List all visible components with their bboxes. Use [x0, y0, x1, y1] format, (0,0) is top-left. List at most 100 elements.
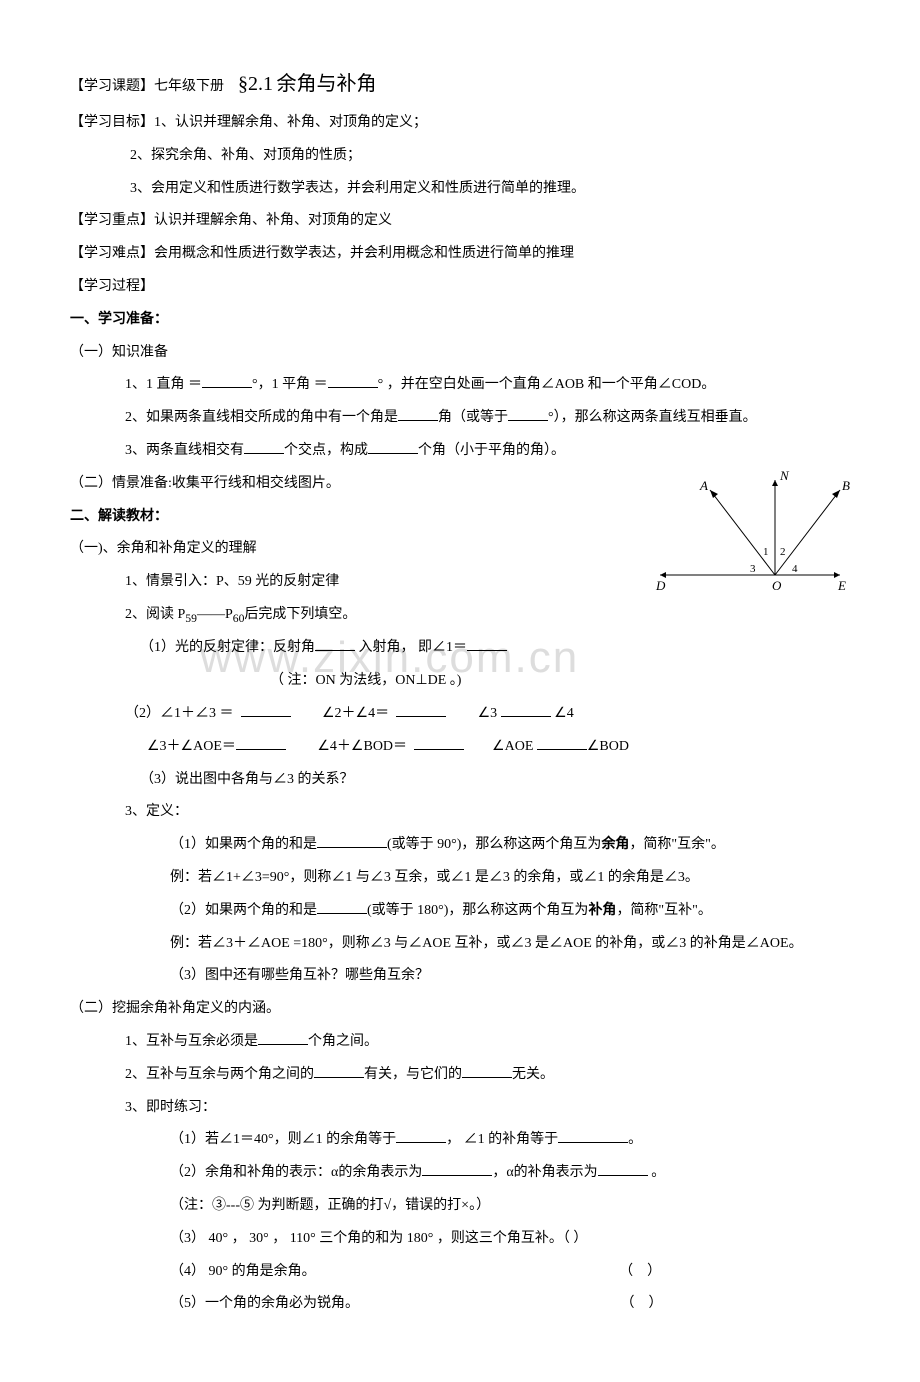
prep-q2: 2、如果两条直线相交所成的角中有一个角是 角（或等于 °），那么称这两条直线互相垂直…: [70, 403, 850, 434]
explore-q1: 1、互补与互余必须是个角之间。: [70, 1027, 850, 1058]
l2c: 后完成下列填空。: [244, 607, 356, 622]
prep-sub2-title: （二）情景准备:收集平行线和相交线图片。: [70, 469, 850, 500]
blank: [414, 736, 464, 750]
blank: [422, 1162, 492, 1176]
prep-q2-c: °），那么称这两条直线互相垂直。: [548, 410, 757, 425]
interpret-line2: 2、阅读 P59——P60后完成下列填空。: [70, 600, 850, 631]
obj-item-1: 1、认识并理解余角、补角、对顶角的定义；: [154, 115, 427, 130]
blank: [241, 703, 291, 717]
l2s1: 59: [185, 612, 197, 625]
prep-q1-a: 1、1 直角 ＝: [125, 377, 202, 392]
def2c: ，简称"互补"。: [616, 903, 711, 918]
interpret-sub1-title: （一)、余角和补角定义的理解: [70, 534, 850, 565]
blank: [244, 440, 284, 454]
blank: [317, 834, 387, 848]
interpret-title: 二、解读教材：: [70, 502, 850, 533]
p2eb: ∠4＋∠BOD＝: [317, 739, 407, 754]
eq31b: ， ∠1 的补角等于: [446, 1132, 558, 1147]
blank: [501, 703, 551, 717]
def2a: （2）如果两个角的和是: [170, 903, 317, 918]
blank: [558, 1129, 628, 1143]
blank: [398, 407, 438, 421]
p2a: （2）∠1＋∠3 ＝: [125, 706, 234, 721]
p2ea: ∠3＋∠AOE＝: [147, 739, 236, 754]
eq2a: 2、互补与互余与两个角之间的: [125, 1067, 314, 1082]
prep-q3-b: 个交点，构成: [284, 443, 368, 458]
interpret-p2e: ∠3＋∠AOE＝ ∠4＋∠BOD＝ ∠AOE ∠BOD: [70, 732, 850, 763]
ex2: 例：若∠3＋∠AOE =180°，则称∠3 与∠AOE 互补，或∠3 是∠AOE…: [70, 929, 850, 960]
topic-label: 【学习课题】: [70, 79, 154, 94]
explore-q3-note: （注：③---⑤ 为判断题，正确的打√，错误的打×。）: [70, 1191, 850, 1222]
emphasis-label: 【学习重点】: [70, 213, 154, 228]
prep-q3: 3、两条直线相交有个交点，构成个角（小于平角的角）。: [70, 436, 850, 467]
blank: [314, 1064, 364, 1078]
p2c: ∠3: [478, 706, 498, 721]
def1b: (或等于 90°)，那么称这两个角互为: [387, 837, 601, 852]
eq31c: 。: [628, 1132, 642, 1147]
explore-q2: 2、互补与互余与两个角之间的 有关，与它们的 无关。: [70, 1060, 850, 1091]
eq2c: 无关。: [512, 1067, 554, 1082]
blank: [537, 736, 587, 750]
eq32c: 。: [648, 1165, 666, 1180]
prep-q1-b: °，1 平角 ＝: [252, 377, 328, 392]
blank: [315, 637, 355, 651]
def2b: (或等于 180°)，那么称这两个角互为: [367, 903, 588, 918]
blank: [396, 703, 446, 717]
blank: [462, 1064, 512, 1078]
def1-bold: 余角: [601, 837, 629, 852]
blank: [598, 1162, 648, 1176]
obj-item-3: 3、会用定义和性质进行数学表达，并会利用定义和性质进行简单的推理。: [70, 174, 850, 205]
section-num: §2.1: [238, 73, 273, 95]
p2b: ∠2＋∠4＝: [322, 706, 389, 721]
explore-q3-3: （3） 40° ， 30° ， 110° 三个角的和为 180° ，则这三个角互…: [70, 1224, 850, 1255]
objectives-label: 【学习目标】: [70, 115, 154, 130]
blank: [508, 407, 548, 421]
def1c: ，简称"互余"。: [629, 837, 724, 852]
eq2b: 有关，与它们的: [364, 1067, 462, 1082]
prep-q3-a: 3、两条直线相交有: [125, 443, 244, 458]
eq1a: 1、互补与互余必须是: [125, 1034, 258, 1049]
def-title: 3、定义：: [70, 797, 850, 828]
objectives-1: 【学习目标】1、认识并理解余角、补角、对顶角的定义；: [70, 108, 850, 139]
interpret-p1-note: （ 注：ON 为法线，ON⊥DE 。): [70, 666, 850, 697]
obj-item-2: 2、探究余角、补角、对顶角的性质；: [70, 141, 850, 172]
eq32a: （2）余角和补角的表示：α的余角表示为: [170, 1165, 422, 1180]
def1a: （1）如果两个角的和是: [170, 837, 317, 852]
explore-q3-5: （5）一个角的余角必为锐角。 （ ）: [70, 1289, 850, 1320]
p2ec: ∠AOE: [492, 739, 533, 754]
grade: 七年级下册: [154, 79, 224, 94]
l2a: 2、阅读 P: [125, 607, 185, 622]
document-content: 【学习课题】七年级下册 §2.1 余角与补角 【学习目标】1、认识并理解余角、补…: [70, 62, 850, 1320]
prep-sub1-title: （一）知识准备: [70, 338, 850, 369]
explore-q3-2: （2）余角和补角的表示：α的余角表示为，α的补角表示为 。: [70, 1158, 850, 1189]
difficulty-text: 会用概念和性质进行数学表达，并会利用概念和性质进行简单的推理: [154, 246, 574, 261]
interpret-p2: （2）∠1＋∠3 ＝ ∠2＋∠4＝ ∠3 ∠4: [70, 699, 850, 730]
p2d: ∠4: [554, 706, 574, 721]
explore-title: （二）挖掘余角补角定义的内涵。: [70, 994, 850, 1025]
def1: （1）如果两个角的和是 (或等于 90°)，那么称这两个角互为余角，简称"互余"。: [70, 830, 850, 861]
def3: （3）图中还有哪些角互补？哪些角互余？: [70, 961, 850, 992]
process-label: 【学习过程】: [70, 272, 850, 303]
blank: [317, 900, 367, 914]
explore-q3-4: （4） 90° 的角是余角。 （ ）: [70, 1257, 850, 1288]
prep-q1-c: ° ，并在空白处画一个直角∠AOB 和一个平角∠COD。: [378, 377, 716, 392]
eq31a: （1）若∠1＝40°，则∠1 的余角等于: [170, 1132, 396, 1147]
blank: [202, 374, 252, 388]
p1b: 入射角， 即∠1＝: [355, 640, 467, 655]
difficulty-label: 【学习难点】: [70, 246, 154, 261]
prep-q2-b: 角（或等于: [438, 410, 508, 425]
def2-bold: 补角: [588, 903, 616, 918]
explore-q3-1: （1）若∠1＝40°，则∠1 的余角等于 ， ∠1 的补角等于 。: [70, 1125, 850, 1156]
l2s2: 60: [233, 612, 245, 625]
prep-q2-a: 2、如果两条直线相交所成的角中有一个角是: [125, 410, 398, 425]
explore-q3-title: 3、即时练习：: [70, 1093, 850, 1124]
emphasis-line: 【学习重点】认识并理解余角、补角、对顶角的定义: [70, 206, 850, 237]
eq34: （4） 90° 的角是余角。: [170, 1264, 316, 1279]
def2: （2）如果两个角的和是 (或等于 180°)，那么称这两个角互为补角，简称"互补"…: [70, 896, 850, 927]
prep-title: 一、学习准备：: [70, 305, 850, 336]
emphasis-text: 认识并理解余角、补角、对顶角的定义: [154, 213, 392, 228]
blank: [467, 637, 507, 651]
p1a: （1）光的反射定律：反射角: [140, 640, 315, 655]
section-title: 余角与补角: [277, 73, 377, 95]
ex1: 例：若∠1+∠3=90°，则称∠1 与∠3 互余，或∠1 是∠3 的余角，或∠1…: [70, 863, 850, 894]
